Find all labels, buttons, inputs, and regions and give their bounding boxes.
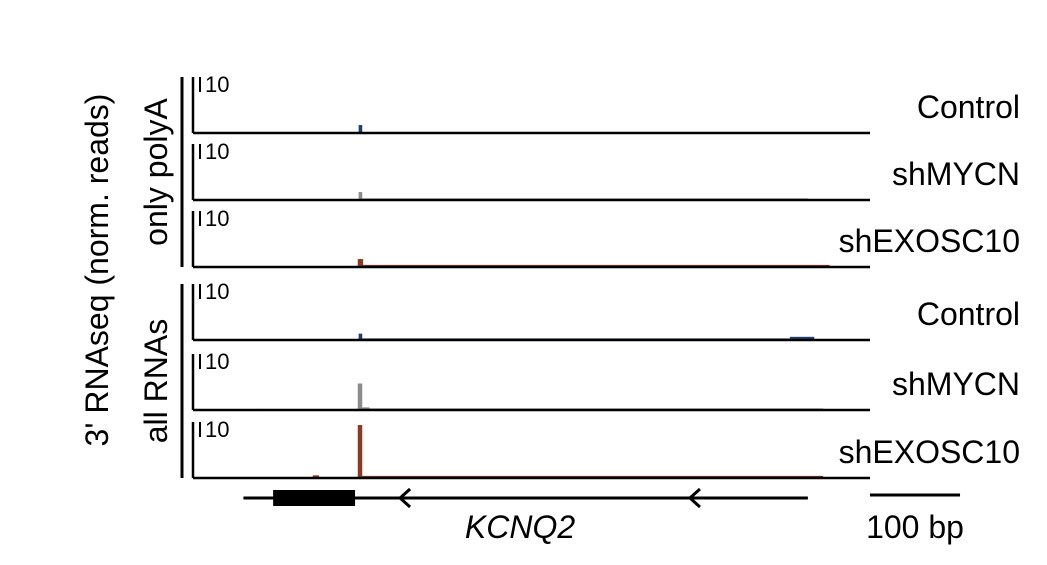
gene-label: KCNQ2 bbox=[465, 509, 575, 545]
track-label: Control bbox=[917, 296, 1020, 332]
signal bbox=[358, 125, 363, 133]
exon bbox=[273, 490, 356, 506]
strand-arrow bbox=[397, 487, 412, 509]
group-label: only polyA bbox=[138, 98, 174, 246]
y-tick-label: 10 bbox=[205, 417, 229, 442]
track-label: shEXOSC10 bbox=[839, 434, 1020, 470]
strand-arrow bbox=[687, 487, 701, 509]
track-label: shMYCN bbox=[892, 156, 1020, 192]
signal bbox=[357, 259, 364, 267]
track-label: shEXOSC10 bbox=[839, 223, 1020, 259]
y-tick-label: 10 bbox=[205, 72, 229, 97]
track-label: shMYCN bbox=[892, 366, 1020, 402]
y-tick-label: 10 bbox=[205, 206, 229, 231]
signal bbox=[357, 425, 363, 478]
signal bbox=[312, 475, 320, 478]
signal bbox=[358, 192, 363, 200]
y-tick-label: 10 bbox=[205, 279, 229, 304]
scale-bar-label: 100 bp bbox=[866, 509, 964, 545]
y-tick-label: 10 bbox=[205, 139, 229, 164]
track-label: Control bbox=[917, 89, 1020, 125]
group-label: all RNAs bbox=[138, 319, 174, 443]
y-axis-label: 3' RNAseq (norm. reads) bbox=[79, 94, 115, 447]
signal bbox=[362, 407, 370, 410]
y-tick-label: 10 bbox=[205, 349, 229, 374]
signal bbox=[789, 336, 815, 340]
signal bbox=[358, 333, 363, 340]
signal bbox=[357, 383, 363, 410]
